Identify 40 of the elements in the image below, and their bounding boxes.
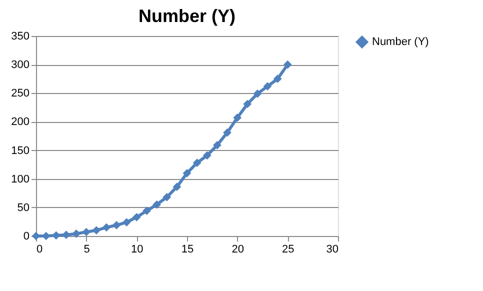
- y-tick-label: 150: [11, 144, 30, 157]
- x-tick-label: 30: [326, 244, 338, 256]
- point: [102, 223, 111, 232]
- point: [233, 114, 242, 122]
- point: [172, 182, 182, 192]
- point: [142, 206, 151, 216]
- point: [202, 151, 212, 160]
- point: [283, 60, 292, 69]
- point: [192, 158, 202, 168]
- point: [273, 74, 282, 84]
- chart-title: Number (Y): [138, 6, 236, 26]
- y-tick-label: 250: [11, 88, 30, 100]
- point: [162, 192, 172, 202]
- y-tick-label: 50: [17, 202, 30, 214]
- x-tick-label: 10: [131, 244, 144, 256]
- point: [152, 200, 161, 209]
- point: [253, 90, 262, 98]
- y-tick-label: 300: [11, 59, 30, 72]
- point: [132, 212, 141, 222]
- x-tick-label: 25: [282, 244, 294, 256]
- point: [72, 230, 80, 238]
- point: [263, 82, 272, 90]
- point: [182, 168, 192, 178]
- y-tick-label: 200: [11, 116, 30, 128]
- point: [92, 226, 101, 234]
- x-tick-label: 15: [181, 244, 194, 256]
- point: [122, 218, 131, 226]
- y-tick-label: 0: [23, 230, 30, 242]
- point: [243, 100, 252, 108]
- legend-label: Number (Y): [372, 36, 429, 48]
- x-tick-label: 0: [36, 244, 43, 256]
- y-tick-label: 350: [11, 30, 30, 42]
- x-tick-label: 5: [84, 244, 90, 256]
- point: [213, 140, 222, 150]
- point: [62, 230, 70, 240]
- point: [223, 128, 232, 137]
- point: [82, 228, 91, 236]
- y-tick-label: 100: [11, 173, 30, 186]
- x-tick-label: 20: [232, 244, 244, 256]
- point: [112, 220, 121, 230]
